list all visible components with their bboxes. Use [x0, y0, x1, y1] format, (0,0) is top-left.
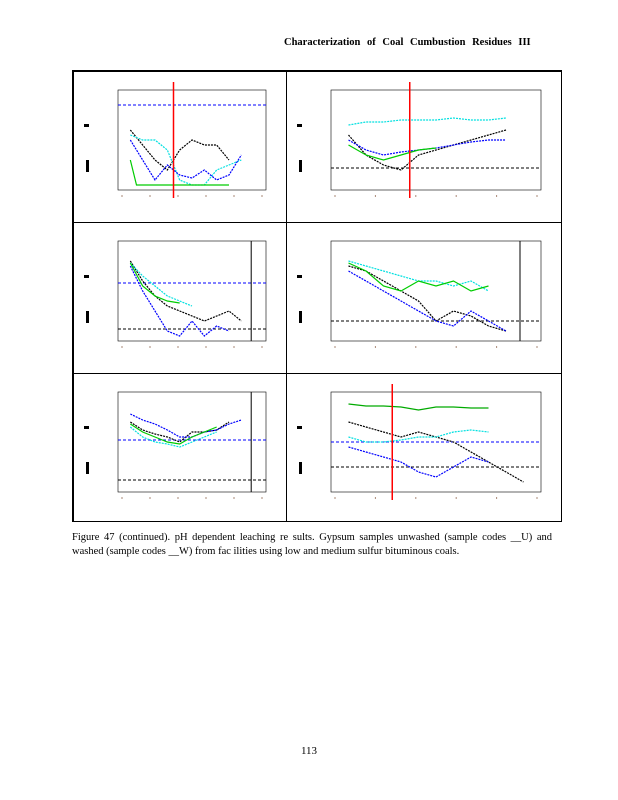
- plot-frame: [330, 240, 542, 342]
- figure-caption: Figure 47 (continued). pH dependent leac…: [72, 532, 552, 557]
- chart-panel: [286, 222, 562, 374]
- data-series-s1: [129, 260, 242, 322]
- chart-panel: [73, 222, 287, 374]
- running-header: Characterization of Coal Cumbustion Resi…: [284, 37, 531, 48]
- data-series-s3: [348, 446, 489, 478]
- y-axis-label-mark: [84, 275, 89, 278]
- data-series-s2: [130, 134, 242, 186]
- y-axis-label-mark: [297, 275, 302, 278]
- data-series-s4: [348, 144, 437, 161]
- data-series-s1: [348, 421, 524, 483]
- data-series-s2: [348, 117, 507, 126]
- data-series-s3: [348, 270, 507, 332]
- data-series-s1: [130, 421, 230, 443]
- y-axis-label-mark: [297, 426, 302, 429]
- data-series-s4: [348, 262, 489, 292]
- data-series-s4: [129, 262, 180, 304]
- y-axis-label-mark: [86, 311, 89, 323]
- chart-panel: [73, 71, 287, 223]
- data-series-s3: [130, 413, 242, 438]
- data-series-s3: [129, 139, 242, 182]
- plot-frame: [330, 89, 542, 191]
- chart-panel: [286, 373, 562, 522]
- data-series-s1: [348, 265, 507, 332]
- page-number: 113: [300, 745, 318, 757]
- data-series-s2: [129, 262, 193, 307]
- y-axis-label-mark: [299, 311, 302, 323]
- y-axis-label-mark: [86, 160, 89, 172]
- data-series-s1: [348, 129, 507, 171]
- figure-47: [72, 70, 562, 522]
- y-axis-label-mark: [299, 160, 302, 172]
- chart-panel: [73, 373, 287, 522]
- data-series-s4: [130, 423, 217, 445]
- y-axis-label-mark: [84, 426, 89, 429]
- data-series-s2: [129, 426, 217, 448]
- y-axis-label-mark: [86, 462, 89, 474]
- data-series-s4: [129, 159, 229, 186]
- y-axis-label-mark: [84, 124, 89, 127]
- data-series-s1: [129, 129, 230, 171]
- plot-frame: [117, 391, 267, 493]
- plot-frame: [117, 89, 267, 191]
- data-series-s2: [348, 429, 489, 443]
- y-axis-label-mark: [297, 124, 302, 127]
- chart-panel: [286, 71, 562, 223]
- data-series-s4: [348, 403, 489, 411]
- plot-frame: [117, 240, 267, 342]
- y-axis-label-mark: [299, 462, 302, 474]
- data-series-s2: [348, 260, 489, 292]
- data-series-s3: [129, 265, 230, 337]
